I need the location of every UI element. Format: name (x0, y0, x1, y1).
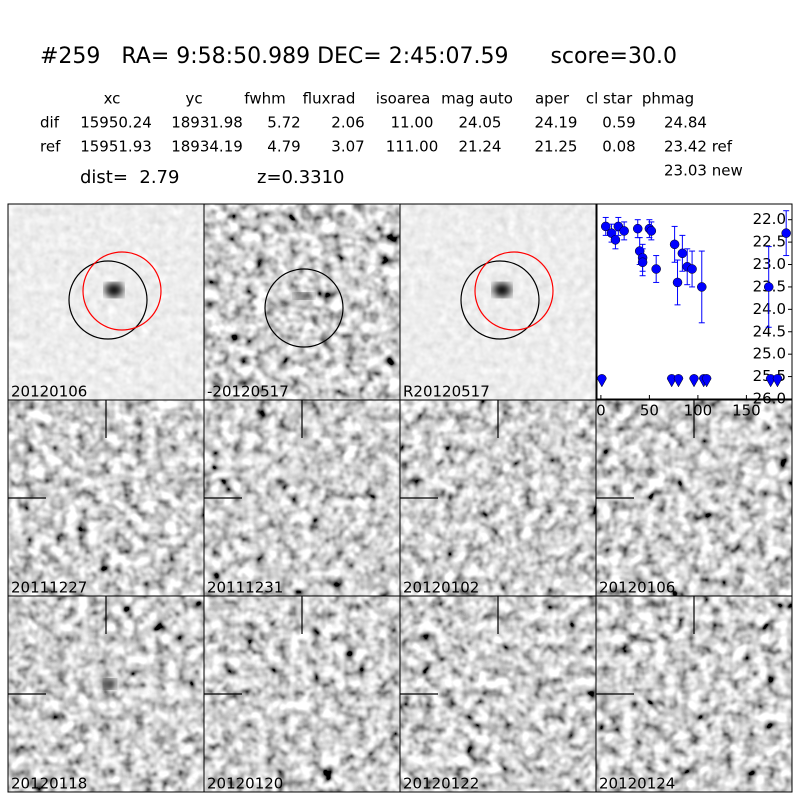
table-cell: 18934.19 (171, 138, 243, 156)
table-cell: 15950.24 (80, 114, 152, 132)
phmag-new: 23.03 new (664, 162, 743, 180)
column-header: isoarea (376, 90, 431, 108)
table-cell: 111.00 (386, 138, 439, 156)
table-cell: 4.79 (267, 138, 300, 156)
stamp-image (8, 204, 204, 400)
upper-limit (673, 374, 684, 388)
upper-limit (772, 374, 783, 388)
table-cell: 21.25 (535, 138, 578, 156)
source (294, 293, 314, 299)
column-header: yc (185, 90, 202, 108)
aperture (460, 260, 540, 340)
column-header: fluxrad (303, 90, 356, 108)
stamp-label: 20120102 (403, 579, 479, 597)
table-cell: 0.08 (602, 138, 635, 156)
stamp-frame (595, 595, 793, 793)
stamp-label: 20120118 (11, 775, 87, 793)
point (687, 264, 697, 274)
table-cell: 3.07 (331, 138, 364, 156)
stamp-label: -20120517 (207, 383, 289, 401)
y-tick-label: 22.5 (753, 233, 786, 251)
upper-limit (689, 374, 699, 388)
y-tick-label: 26.0 (753, 390, 786, 408)
stamp-label: 20120120 (207, 775, 283, 793)
point (610, 235, 621, 245)
point (669, 239, 680, 250)
upper-limit (597, 374, 607, 388)
point (646, 226, 657, 236)
table-cell: 2.06 (331, 114, 364, 132)
aperture (68, 260, 148, 340)
aperture (264, 268, 344, 348)
stamp-label: 20111227 (11, 579, 87, 597)
point (677, 248, 688, 259)
table-cell: 0.59 (602, 114, 635, 132)
column-header: aper (535, 90, 570, 108)
aperture-new (474, 251, 554, 331)
redshift: z=0.3310 (257, 167, 345, 188)
x-tick-label: 150 (732, 402, 761, 420)
column-header: fwhm (244, 90, 285, 108)
table-cell: 23.42 ref (664, 138, 733, 156)
stamp-label: R20120517 (403, 383, 490, 401)
stamp-image (204, 204, 400, 400)
stamp-image (400, 204, 596, 400)
dist: dist= 2.79 (80, 167, 179, 188)
column-header: xc (104, 90, 121, 108)
plot-area (596, 203, 793, 400)
row-label: dif (40, 114, 60, 132)
stamp-label: 20120122 (403, 775, 479, 793)
title: #259 RA= 9:58:50.989 DEC= 2:45:07.59 sco… (40, 44, 677, 69)
point (697, 282, 707, 292)
column-header: cl star (586, 90, 633, 108)
x-tick-label: 50 (640, 402, 659, 420)
point (781, 228, 791, 238)
y-tick-label: 24.0 (753, 300, 786, 318)
y-tick-label: 22.0 (753, 210, 786, 228)
point (619, 226, 629, 236)
source (104, 679, 116, 689)
source (493, 283, 511, 297)
table-cell: 11.00 (391, 114, 434, 132)
stamp-label: 20120106 (11, 383, 87, 401)
point (672, 277, 683, 288)
upper-limit (701, 374, 712, 388)
point (632, 223, 643, 234)
stamp-label: 20111231 (207, 579, 283, 597)
y-tick-label: 23.0 (753, 255, 786, 273)
point (651, 264, 661, 274)
table-cell: 24.19 (535, 114, 578, 132)
source (105, 283, 123, 297)
table-cell: 5.72 (267, 114, 300, 132)
row-label: ref (40, 138, 61, 156)
table-cell: 15951.93 (80, 138, 152, 156)
aperture-new (82, 251, 162, 331)
column-header: mag auto (441, 90, 513, 108)
point (600, 221, 611, 232)
x-tick-label: 100 (684, 402, 713, 420)
stamp-label: 20120106 (599, 579, 675, 597)
table-cell: 18931.98 (171, 114, 243, 132)
column-header: phmag (642, 90, 694, 108)
y-tick-label: 25.0 (753, 345, 786, 363)
stamp-label: 20120124 (599, 775, 675, 793)
point (637, 257, 648, 268)
table-cell: 24.05 (459, 114, 502, 132)
table-cell: 24.84 (664, 114, 707, 132)
y-tick-label: 24.5 (753, 322, 786, 340)
table-cell: 21.24 (459, 138, 502, 156)
x-tick-label: 0 (596, 402, 606, 420)
point (763, 282, 774, 292)
